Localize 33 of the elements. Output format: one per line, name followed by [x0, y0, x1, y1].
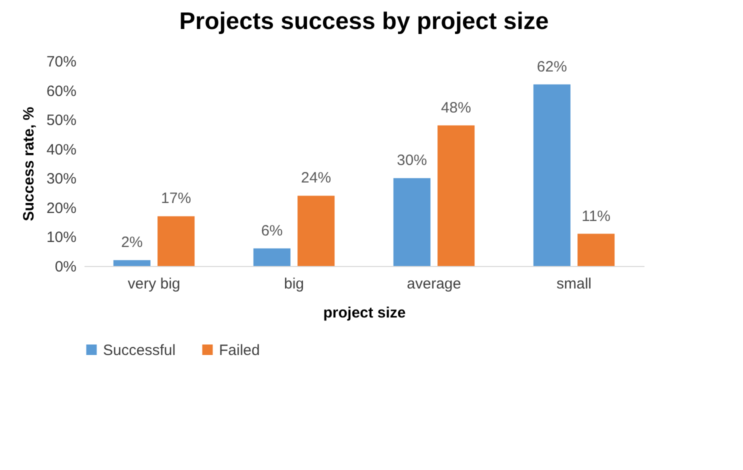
data-label: 6% — [261, 222, 283, 240]
bar — [578, 234, 615, 266]
x-tick-label: big — [284, 276, 304, 292]
legend-label: Successful — [103, 342, 176, 359]
y-tick-label: 30% — [46, 170, 76, 188]
y-tick-label: 0% — [54, 258, 76, 276]
bar — [113, 260, 150, 266]
y-tick-label: 40% — [46, 141, 76, 158]
y-tick-label: 60% — [46, 82, 76, 100]
y-tick-label: 20% — [46, 200, 76, 217]
y-tick-label: 10% — [46, 229, 76, 246]
legend-label: Failed — [219, 342, 260, 359]
data-label: 11% — [582, 208, 611, 225]
x-tick-label: small — [556, 276, 592, 292]
bar — [393, 178, 430, 266]
data-label: 2% — [121, 234, 143, 252]
chart-title: Projects success by project size — [179, 8, 549, 35]
bar — [253, 248, 290, 266]
data-label: 24% — [301, 170, 332, 187]
bar — [298, 196, 335, 266]
y-tick-label: 70% — [46, 54, 76, 70]
x-axis-title: project size — [323, 304, 406, 322]
data-label: 62% — [536, 58, 567, 76]
x-tick-label: average — [406, 276, 462, 292]
data-label: 30% — [396, 152, 427, 170]
bar — [438, 125, 475, 266]
bar — [533, 84, 570, 266]
y-axis-title: Success rate, % — [20, 106, 38, 222]
data-label: 48% — [441, 99, 472, 116]
data-label: 17% — [161, 190, 192, 208]
x-tick-label: very big — [128, 276, 180, 292]
bar — [158, 216, 195, 266]
y-tick-label: 50% — [46, 112, 76, 130]
